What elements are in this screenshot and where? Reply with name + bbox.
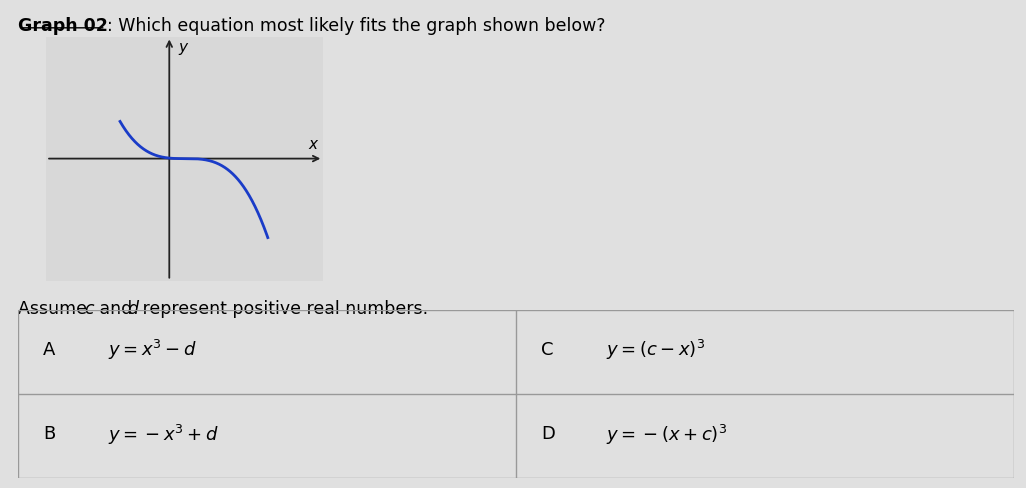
Text: Graph 02: Graph 02 xyxy=(18,17,109,35)
Text: and: and xyxy=(94,300,139,318)
Text: x: x xyxy=(308,137,317,152)
Text: B: B xyxy=(43,426,55,444)
Text: $y = x^3 - d$: $y = x^3 - d$ xyxy=(108,338,197,362)
Text: D: D xyxy=(541,426,555,444)
Text: c: c xyxy=(84,300,93,318)
Text: $y = -x^3 + d$: $y = -x^3 + d$ xyxy=(108,423,219,447)
Text: y: y xyxy=(177,40,187,55)
Text: represent positive real numbers.: represent positive real numbers. xyxy=(137,300,429,318)
Text: Assume: Assume xyxy=(18,300,93,318)
Text: $y = (c - x)^3$: $y = (c - x)^3$ xyxy=(605,338,705,362)
Text: A: A xyxy=(43,341,55,359)
Text: : Which equation most likely fits the graph shown below?: : Which equation most likely fits the gr… xyxy=(107,17,605,35)
Text: $y = -(x + c)^3$: $y = -(x + c)^3$ xyxy=(605,423,726,447)
Text: C: C xyxy=(541,341,553,359)
Text: d: d xyxy=(127,300,139,318)
